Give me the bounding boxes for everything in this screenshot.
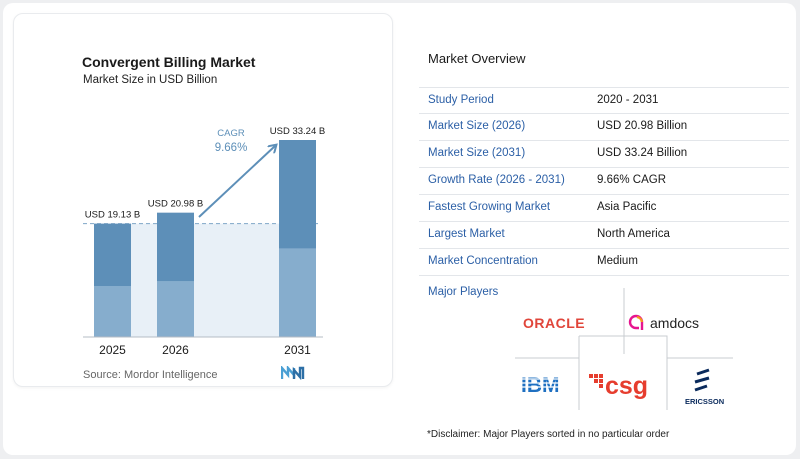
ericsson-logo-mark [695,370,709,390]
ericsson-logo: ERICSSON [685,397,724,406]
overview-value: Medium [597,255,638,267]
oracle-logo: ORACLE [523,315,585,331]
overview-label: Growth Rate (2026 - 2031) [428,174,565,186]
data-label: USD 33.24 B [270,126,325,137]
major-players-grid: ORACLE amdocs IBM [503,286,743,416]
amdocs-logo: amdocs [650,315,699,331]
x-tick-label: 2025 [99,343,126,357]
bar-shade-2026 [157,281,194,337]
amdocs-logo-mark [630,316,642,330]
disclaimer: *Disclaimer: Major Players sorted in no … [427,429,669,440]
x-tick-label: 2026 [162,343,189,357]
csg-logo-mark [589,374,603,388]
ibm-logo: IBM [521,374,560,397]
overview-value: North America [597,228,670,240]
overview-label: Study Period [428,94,494,106]
main-card: Convergent Billing Market Market Size in… [3,3,796,455]
cagr-label: CAGR [217,128,245,139]
csg-logo: csg [605,372,648,400]
overview-label: Market Concentration [428,255,538,267]
overview-row: Fastest Growing Market Asia Pacific [419,195,789,222]
source-note: Source: Mordor Intelligence [83,369,218,381]
overview-value: USD 33.24 Billion [597,147,687,159]
market-overview-title: Market Overview [428,51,526,66]
bar-shade-2031 [279,248,316,337]
mordor-intelligence-logo [281,366,305,380]
overview-label: Largest Market [428,228,505,240]
cagr-arrow [199,146,275,217]
cagr-value: 9.66% [215,142,248,154]
overview-row: Study Period 2020 - 2031 [419,87,789,114]
market-overview-table: Study Period 2020 - 2031 Market Size (20… [419,87,789,276]
overview-label: Market Size (2031) [428,147,525,159]
overview-value: Asia Pacific [597,201,656,213]
overview-row: Growth Rate (2026 - 2031) 9.66% CAGR [419,168,789,195]
data-label: USD 19.13 B [85,210,140,221]
overview-value: USD 20.98 Billion [597,120,687,132]
bar-chart: USD 19.13 B 2025 USD 20.98 B 2026 USD 33.24 … [3,3,403,403]
overview-row: Market Size (2031) USD 33.24 Billion [419,141,789,168]
x-tick-label: 2031 [284,343,311,357]
major-players-title: Major Players [428,286,498,298]
overview-row: Largest Market North America [419,222,789,249]
overview-value: 2020 - 2031 [597,94,658,106]
data-label: USD 20.98 B [148,199,203,210]
overview-value: 9.66% CAGR [597,174,666,186]
overview-label: Fastest Growing Market [428,201,550,213]
bar-shade-2025 [94,286,131,337]
overview-row: Market Concentration Medium [419,249,789,276]
overview-label: Market Size (2026) [428,120,525,132]
overview-row: Market Size (2026) USD 20.98 Billion [419,114,789,141]
